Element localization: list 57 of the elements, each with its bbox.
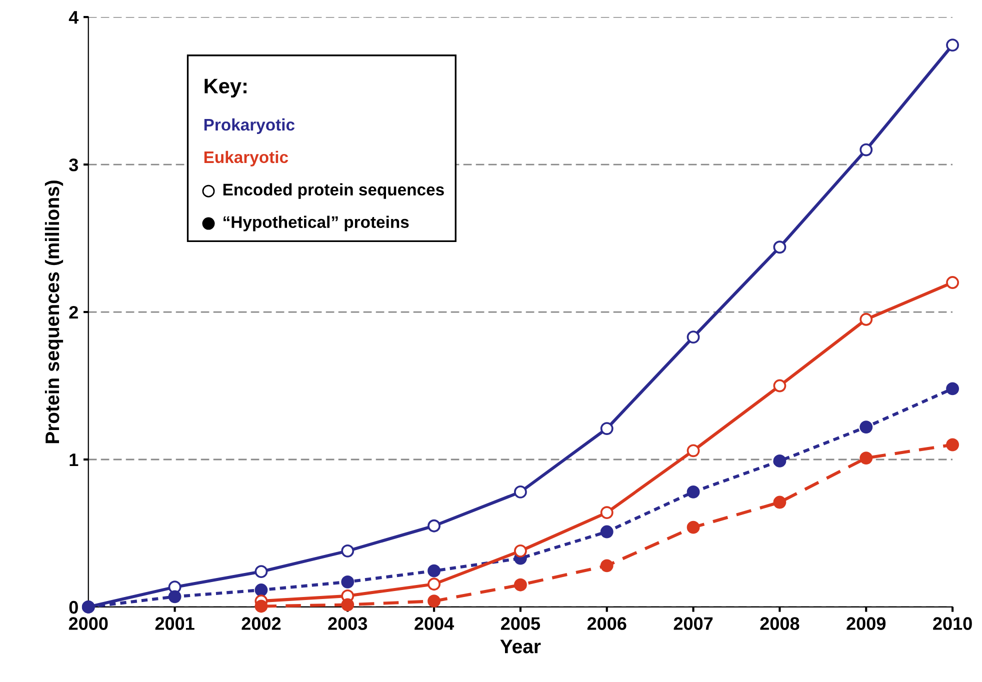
point	[428, 564, 441, 578]
point	[860, 420, 873, 434]
annotation: Eukaryotic	[204, 150, 288, 166]
point	[254, 600, 268, 613]
point	[686, 330, 700, 344]
x-tick-label: 2006	[587, 617, 626, 630]
x-tick-label: 2000	[68, 617, 108, 630]
annotation: Prokaryotic	[204, 118, 295, 134]
point	[773, 454, 786, 468]
y-tick-label: 4	[68, 11, 79, 24]
y-tick-label: 3	[69, 158, 78, 172]
x-tick-label: 2001	[155, 617, 194, 630]
y-axis-title: Protein sequences (millions)	[44, 180, 64, 444]
point	[168, 590, 182, 604]
x-tick-label: 2003	[328, 617, 368, 630]
point	[254, 565, 268, 578]
point	[946, 438, 959, 452]
point	[946, 38, 959, 52]
point	[686, 485, 700, 498]
legend-title: Key:	[204, 78, 246, 98]
x-tick-label: 2002	[242, 617, 281, 630]
point	[860, 452, 873, 464]
point	[428, 519, 441, 532]
point	[254, 584, 268, 596]
point	[514, 544, 527, 558]
x-axis-title: Year	[500, 640, 541, 654]
point	[773, 379, 786, 392]
point	[428, 594, 441, 608]
point	[341, 575, 354, 588]
x-tick-label: 2007	[674, 617, 713, 630]
y-tick-label: 0	[69, 600, 78, 614]
annotation: Encoded protein sequences	[223, 183, 444, 199]
point	[946, 382, 959, 396]
x-tick-label: 2008	[760, 617, 800, 630]
point	[686, 444, 700, 458]
x-tick-label: 2009	[846, 617, 886, 630]
x-tick-label: 2004	[414, 617, 454, 630]
point	[773, 240, 786, 254]
point	[860, 312, 873, 326]
point	[946, 276, 959, 289]
point	[428, 578, 441, 591]
point	[773, 496, 786, 509]
y-tick-label: 1	[70, 454, 78, 466]
annotation: “Hypothetical” proteins	[224, 216, 409, 232]
x-tick-label: 2010	[933, 617, 972, 630]
point	[514, 485, 527, 498]
point	[600, 422, 614, 435]
y-tick-label: 2	[69, 306, 78, 319]
point	[600, 506, 614, 520]
point	[341, 598, 354, 612]
point	[860, 143, 873, 156]
x-tick-label: 2005	[501, 617, 540, 630]
point	[341, 544, 354, 558]
point	[686, 520, 700, 534]
point	[600, 559, 614, 572]
point	[600, 525, 614, 538]
point	[514, 578, 527, 592]
